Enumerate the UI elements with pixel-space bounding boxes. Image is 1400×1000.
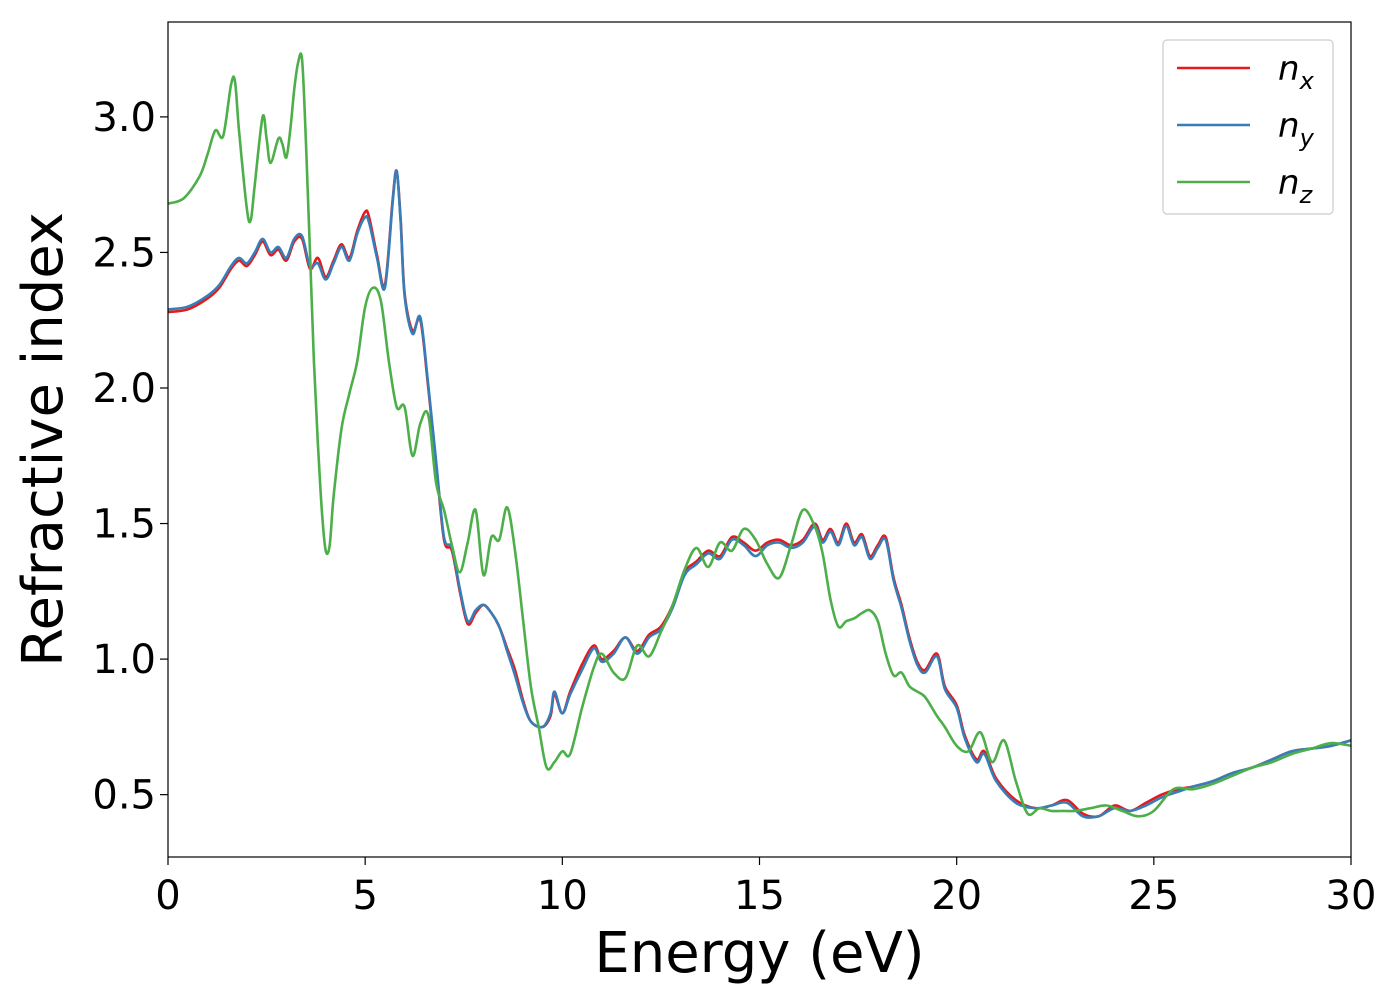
x-tick-label: 10 — [537, 873, 588, 919]
legend-box — [1162, 39, 1334, 215]
x-tick-label: 20 — [931, 873, 982, 919]
y-tick-label: 2.5 — [92, 230, 156, 276]
series-line-nz — [168, 52, 1351, 818]
legend-label-nx: nx — [1278, 49, 1315, 95]
y-tick-label: 0.5 — [92, 773, 156, 819]
y-tick-label: 1.0 — [92, 637, 156, 683]
y-tick-label: 2.0 — [92, 366, 156, 412]
series-layer — [168, 52, 1351, 819]
y-tick-label: 1.5 — [92, 502, 156, 548]
x-axis-title: Energy (eV) — [594, 921, 924, 986]
x-tick-label: 5 — [352, 873, 377, 919]
y-axis: 0.5 1.0 1.5 2.0 2.5 3.0 — [92, 95, 168, 819]
x-tick-label: 15 — [734, 873, 785, 919]
y-tick-label: 3.0 — [92, 95, 156, 141]
legend-label-ny: ny — [1278, 106, 1315, 152]
x-axis: 0 5 10 15 20 25 30 — [155, 857, 1376, 919]
x-tick-label: 0 — [155, 873, 180, 919]
x-tick-label: 30 — [1326, 873, 1377, 919]
y-axis-title: Refractive index — [11, 212, 76, 667]
legend-label-nz: nz — [1278, 163, 1314, 209]
x-tick-label: 25 — [1128, 873, 1179, 919]
legend: nx ny nz — [1162, 39, 1334, 215]
